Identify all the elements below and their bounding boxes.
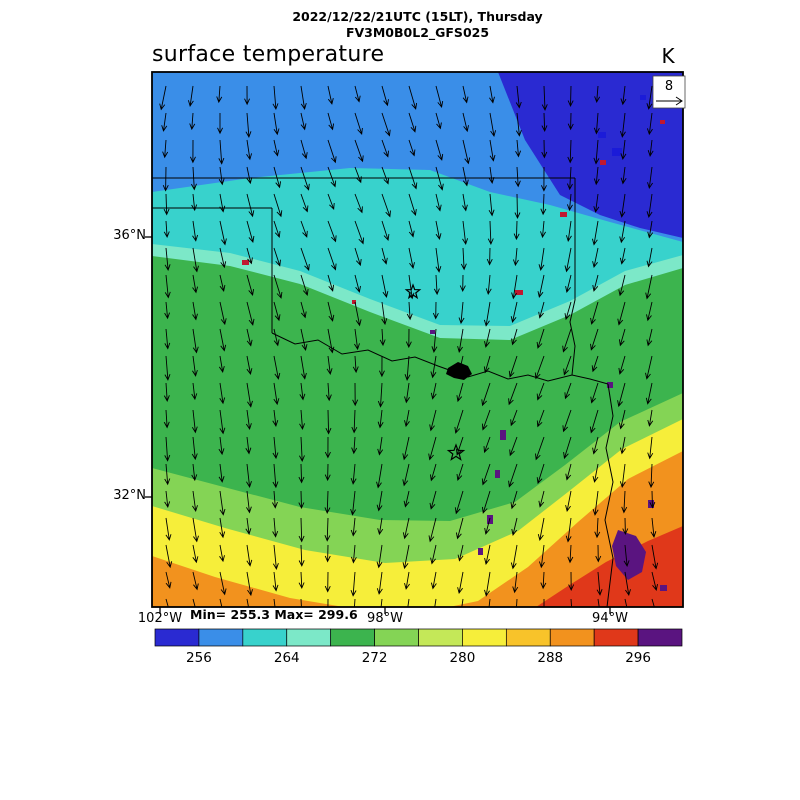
unit-label: K — [661, 44, 675, 68]
field-speck — [560, 212, 567, 217]
field-speck — [607, 382, 613, 388]
colorbar-segment — [593, 628, 639, 647]
colorbar-segment — [242, 628, 288, 647]
lat-tick-label: 32°N — [113, 488, 146, 503]
title-datetime: 2022/12/22/21UTC (15LT), Thursday — [292, 9, 543, 24]
lon-tick-label: 98°W — [367, 611, 403, 626]
field-speck — [500, 430, 506, 440]
colorbar-segment — [549, 628, 595, 647]
field-speck — [612, 148, 622, 156]
colorbar-tick-label: 256 — [186, 650, 212, 666]
state-borders — [152, 177, 614, 607]
field-speck — [495, 470, 500, 478]
band-orange — [152, 451, 683, 607]
field-speck — [660, 120, 665, 124]
colorbar-tick-label: 264 — [274, 650, 300, 666]
city-star-marker — [446, 443, 466, 461]
field-speck — [478, 548, 483, 555]
band-purple-hotspot — [612, 530, 646, 580]
lon-tick-label: 102°W — [137, 611, 183, 626]
colorbar-tick-label: 296 — [625, 650, 651, 666]
colorbar-tick-label: 280 — [450, 650, 476, 666]
temperature-field — [152, 72, 683, 607]
colorbar-segment — [418, 628, 463, 647]
colorbar-segment — [637, 628, 683, 647]
field-speck — [660, 585, 667, 591]
field-speck — [515, 290, 523, 295]
colorbar-segment — [462, 628, 507, 647]
map-frame — [151, 71, 684, 608]
reference-vector-value: 8 — [665, 79, 673, 94]
axis-ticks — [145, 236, 611, 614]
field-speck — [242, 260, 249, 265]
colorbar-segment — [198, 628, 244, 647]
field-speck — [640, 95, 646, 100]
colorbar-segment — [505, 628, 551, 647]
lon-tick-label: 94°W — [592, 611, 628, 626]
field-speck — [598, 132, 606, 138]
field-speck — [600, 160, 606, 165]
colorbar-tick-label: 272 — [362, 650, 388, 666]
minmax-stats: Min= 255.3 Max= 299.6 — [190, 607, 358, 622]
plot-title: surface temperature — [152, 42, 385, 67]
lat-tick-label: 36°N — [113, 228, 146, 243]
field-speck — [352, 300, 356, 304]
colorbar-segment — [154, 628, 200, 647]
reference-vector-box: 8 — [652, 75, 686, 109]
colorbar-segment — [330, 628, 375, 647]
reference-vector-arrow-icon — [656, 96, 683, 106]
title-model: FV3M0B0L2_GFS025 — [345, 25, 490, 40]
wind-arrows — [159, 85, 659, 607]
colorbar: 256 264 272 280 288 296 — [154, 628, 683, 666]
colorbar-segment — [286, 628, 332, 647]
colorbar-segment — [374, 628, 419, 647]
colorbar-tick-label: 288 — [537, 650, 563, 666]
field-speck — [430, 330, 435, 334]
